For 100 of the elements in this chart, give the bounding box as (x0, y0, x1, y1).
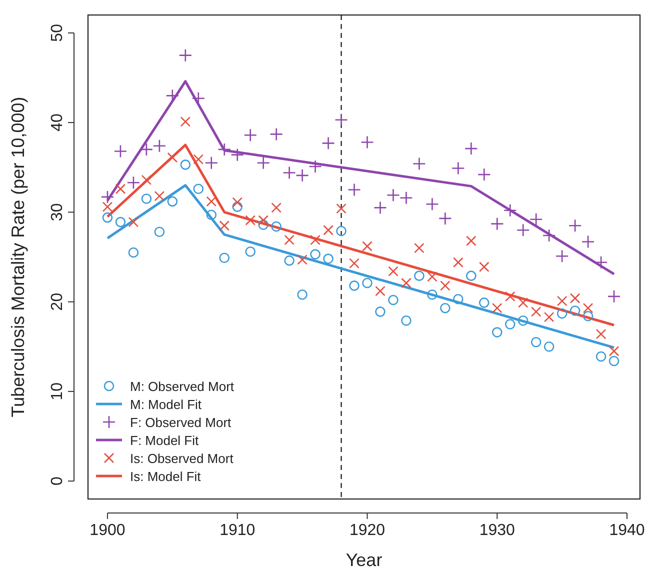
point (180, 116, 191, 127)
point (504, 291, 516, 302)
x-tick-label: 1940 (609, 522, 645, 539)
point (568, 218, 582, 232)
point (375, 306, 386, 317)
point (426, 197, 439, 211)
point (178, 48, 192, 62)
point (349, 258, 360, 268)
point (322, 136, 335, 150)
point (245, 246, 256, 257)
x-tick-label: 1900 (90, 522, 126, 539)
point (284, 234, 294, 246)
point (206, 196, 217, 207)
point (219, 220, 230, 231)
y-tick-label: 10 (49, 382, 66, 400)
point (388, 266, 398, 276)
point (386, 188, 400, 202)
point (258, 215, 268, 226)
line-series (106, 184, 616, 349)
point (452, 162, 465, 175)
point (582, 302, 594, 314)
point (204, 156, 218, 170)
point (478, 298, 490, 308)
point (128, 247, 139, 258)
point (141, 194, 152, 204)
point (180, 160, 191, 170)
point (453, 294, 464, 304)
point (504, 319, 516, 330)
point (427, 272, 438, 282)
legend-label: F: Observed Mort (130, 415, 232, 430)
point (115, 184, 126, 194)
point (297, 254, 308, 265)
point (556, 308, 568, 319)
point (323, 254, 334, 264)
point (102, 202, 113, 212)
point (166, 89, 180, 102)
point (375, 286, 386, 296)
point (544, 341, 554, 352)
point (284, 255, 294, 266)
point (193, 154, 204, 164)
point (336, 203, 346, 214)
point (466, 270, 476, 281)
point (362, 241, 372, 252)
point (464, 142, 478, 156)
point (503, 204, 517, 218)
point (336, 226, 346, 236)
point (414, 242, 424, 254)
point (401, 315, 412, 326)
point (516, 223, 530, 237)
y-tick-label: 0 (49, 476, 66, 486)
point (349, 280, 360, 291)
legend-label: Is: Model Fit (130, 469, 202, 484)
legend-label: M: Observed Mort (130, 379, 234, 394)
point (478, 262, 490, 272)
point (440, 302, 450, 314)
point (518, 315, 528, 326)
point (440, 280, 450, 291)
point (453, 257, 464, 268)
point (256, 156, 270, 170)
point (126, 176, 140, 190)
point (466, 236, 476, 246)
point (608, 346, 620, 356)
point (608, 356, 620, 366)
point (360, 136, 374, 149)
point (296, 168, 309, 182)
point (219, 252, 230, 264)
point (594, 256, 608, 270)
legend-label: F: Model Fit (130, 433, 200, 448)
point (388, 294, 398, 306)
y-tick-label: 30 (49, 203, 66, 222)
point (282, 166, 296, 180)
point (245, 215, 256, 226)
point (427, 289, 438, 300)
point (232, 202, 243, 212)
y-axis-title: Tuberculosis Mortality Rate (per 10,000) (8, 96, 28, 418)
point (530, 337, 542, 348)
point (308, 160, 322, 174)
point (596, 351, 606, 362)
point (530, 306, 542, 317)
point (542, 228, 556, 242)
point (570, 306, 580, 316)
x-tick-label: 1930 (479, 522, 516, 539)
point (218, 142, 232, 156)
point (414, 270, 424, 281)
point (544, 312, 554, 322)
point (154, 226, 165, 238)
x-tick-label: 1920 (349, 522, 386, 539)
point (582, 311, 594, 322)
point (477, 168, 491, 182)
point (412, 157, 426, 170)
point (401, 278, 412, 288)
point (334, 113, 348, 127)
point (270, 128, 283, 141)
point (258, 220, 268, 230)
point (100, 190, 114, 204)
point (374, 201, 387, 214)
point (490, 217, 504, 230)
y-tick-label: 40 (49, 114, 66, 132)
point (310, 249, 320, 260)
point (297, 289, 308, 300)
